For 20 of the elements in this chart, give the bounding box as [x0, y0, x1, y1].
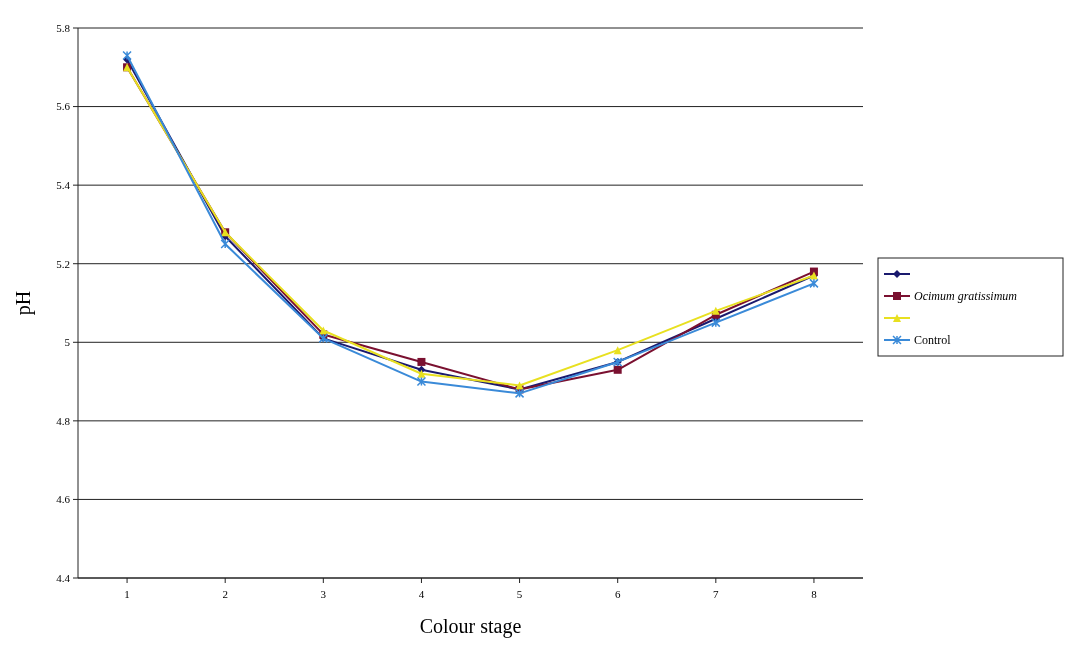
y-tick-label: 4.4 [56, 571, 71, 584]
y-tick-label: 5.8 [56, 21, 71, 34]
y-tick-label: 5.6 [56, 100, 71, 113]
x-tick-label: 6 [614, 588, 621, 600]
x-tick-label: 4 [418, 588, 425, 600]
x-axis-title: Colour stage [419, 615, 522, 638]
x-tick-label: 8 [811, 588, 818, 600]
y-tick-label: 5.4 [56, 178, 71, 191]
y-tick-label: 4.8 [56, 414, 71, 427]
y-tick-label: 5 [64, 336, 71, 349]
legend-label: Control [914, 333, 952, 348]
legend-label: Ocimum gratissimum [914, 289, 1018, 304]
y-tick-label: 4.6 [56, 493, 71, 506]
x-tick-label: 2 [222, 588, 228, 600]
x-tick-label: 5 [516, 588, 523, 600]
x-tick-label: 1 [124, 588, 130, 600]
x-tick-label: 7 [713, 588, 720, 600]
y-axis-title: pH [12, 290, 35, 316]
x-tick-label: 3 [320, 588, 327, 600]
y-tick-label: 5.2 [56, 257, 70, 270]
